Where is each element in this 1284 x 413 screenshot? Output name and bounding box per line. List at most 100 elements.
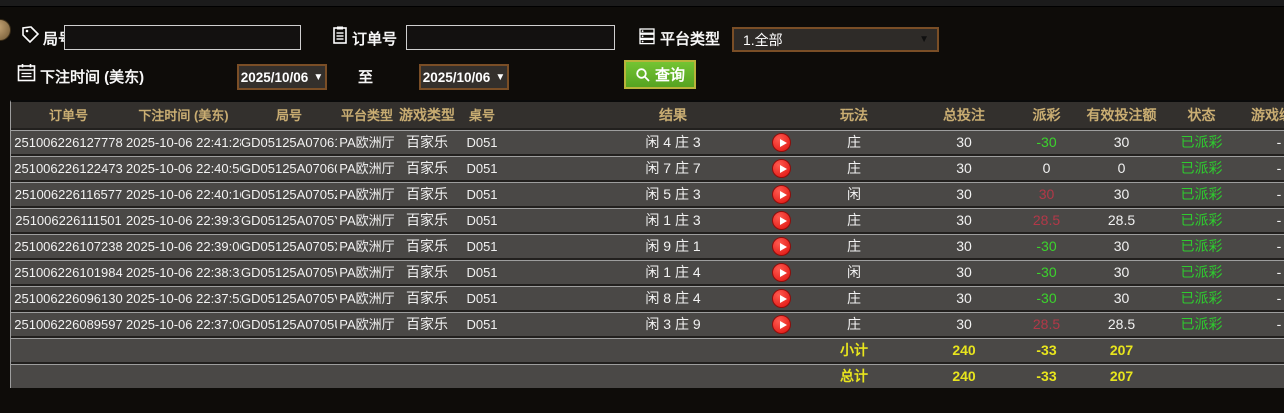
cell-payout: -30 (1036, 237, 1057, 254)
cell-tableno: D051 (466, 160, 498, 176)
cell-platform: PA欧洲厅 (339, 160, 395, 176)
cell-wanfa: 庄 (847, 133, 861, 150)
cell-valid: 30 (1113, 185, 1130, 202)
query-button[interactable]: 查询 (624, 60, 697, 89)
cell-gametype: 百家乐 (406, 237, 448, 254)
platform-type-select[interactable]: 1.全部 ▼ (732, 27, 939, 52)
cell-platform: PA欧洲厅 (339, 290, 395, 306)
cell-status: 已派彩 (1180, 159, 1223, 176)
bet-time-label: 下注时间 (美东) (40, 69, 145, 86)
cell-bet: 30 (956, 185, 972, 202)
cell-time: 2025-10-06 22:37:52 (126, 290, 241, 306)
cell-wanfa: 庄 (847, 237, 861, 254)
cell-result: 闲 9 庄 1 (645, 237, 701, 254)
cell-time: 2025-10-06 22:38:31 (126, 264, 241, 280)
header-valid-bet: 有效投注额 (1086, 106, 1157, 123)
platform-type-value: 1.全部 (743, 31, 783, 48)
total-row-valid: 207 (1109, 367, 1134, 384)
play-icon[interactable] (772, 289, 791, 309)
play-icon[interactable] (772, 315, 791, 335)
cell-order: 251006226122473 (14, 160, 123, 176)
subtotal-row: 小计 240 -33 207 (11, 336, 1284, 362)
date-from-picker[interactable]: 2025/10/06 ▼ (237, 64, 327, 90)
cell-bet: 30 (956, 315, 972, 332)
date-to-picker[interactable]: 2025/10/06 ▼ (419, 64, 509, 90)
cell-result: 闲 8 庄 4 (645, 289, 701, 306)
play-icon[interactable] (772, 159, 791, 179)
header-result: 结果 (659, 106, 687, 123)
cell-wanfa: 闲 (847, 263, 861, 280)
cell-wanfa: 闲 (847, 185, 861, 202)
cell-tableno: D051 (466, 238, 498, 254)
play-icon[interactable] (772, 237, 791, 257)
play-icon[interactable] (772, 263, 791, 283)
cell-time: 2025-10-06 22:39:06 (126, 238, 241, 254)
replay-cell (769, 182, 794, 207)
cell-valid: 30 (1113, 237, 1130, 254)
table-row: 251006226107238 2025-10-06 22:39:06 GD0512… (11, 232, 1284, 258)
table-row: 251006226089597 2025-10-06 22:37:08 GD0512… (11, 310, 1284, 336)
cell-round: GD05125A07061 (241, 134, 337, 150)
cell-gameno: - (1276, 315, 1282, 332)
cell-gameno: - (1276, 133, 1282, 150)
cell-status: 已派彩 (1180, 289, 1223, 306)
query-button-label: 查询 (655, 67, 686, 84)
play-icon[interactable] (772, 185, 791, 205)
calendar-icon (16, 62, 36, 82)
cell-status: 已派彩 (1180, 237, 1223, 254)
cell-result: 闲 4 庄 3 (645, 133, 701, 150)
header-bet-time: 下注时间 (美东) (138, 107, 229, 123)
cell-platform: PA欧洲厅 (339, 238, 395, 254)
cell-result: 闲 3 庄 9 (645, 315, 701, 332)
cell-bet: 30 (956, 263, 972, 280)
cell-gameno: - (1276, 185, 1282, 202)
play-icon[interactable] (772, 133, 791, 153)
cell-tableno: D051 (466, 134, 498, 150)
cell-status: 已派彩 (1180, 315, 1223, 332)
replay-cell (769, 130, 794, 155)
cell-status: 已派彩 (1180, 263, 1223, 280)
cell-wanfa: 庄 (847, 159, 861, 176)
header-order-no: 订单号 (48, 107, 88, 123)
total-row: 总计 240 -33 207 (11, 362, 1284, 388)
cell-payout: -30 (1036, 263, 1057, 280)
cell-order: 251006226096130 (14, 290, 123, 306)
cell-payout: 30 (1038, 185, 1055, 202)
table-body: 251006226127778 2025-10-06 22:41:28 GD0512… (11, 128, 1284, 388)
cell-valid: 28.5 (1107, 315, 1136, 332)
cell-gametype: 百家乐 (406, 315, 448, 332)
cell-order: 251006226107238 (14, 238, 123, 254)
cell-platform: PA欧洲厅 (339, 264, 395, 280)
table-row: 251006226096130 2025-10-06 22:37:52 GD0512… (11, 284, 1284, 310)
cell-payout: 0 (1042, 159, 1051, 176)
cell-bet: 30 (956, 289, 972, 306)
table-row: 251006226116577 2025-10-06 22:40:16 GD0512… (11, 180, 1284, 206)
cell-gametype: 百家乐 (406, 211, 448, 228)
cell-order: 251006226101984 (14, 264, 123, 280)
header-platform: 平台类型 (340, 107, 393, 123)
cell-gametype: 百家乐 (406, 185, 448, 202)
game-no-input[interactable] (64, 25, 301, 50)
order-no-label: 订单号 (352, 31, 398, 48)
replay-cell (769, 286, 794, 311)
cell-wanfa: 庄 (847, 211, 861, 228)
header-bet-option: 玩法 (840, 106, 868, 123)
order-no-input[interactable] (406, 25, 615, 50)
header-round-no: 局号 (275, 107, 302, 123)
cell-platform: PA欧洲厅 (339, 134, 395, 150)
cell-order: 251006226089597 (14, 316, 123, 332)
cell-result: 闲 1 庄 4 (645, 263, 701, 280)
cell-payout: 28.5 (1032, 315, 1061, 332)
tag-icon (20, 25, 40, 45)
chevron-down-icon: ▼ (313, 71, 324, 83)
cell-gameno: - (1276, 263, 1282, 280)
cell-order: 251006226127778 (14, 134, 123, 150)
cell-platform: PA欧洲厅 (339, 316, 395, 332)
header-total-bet: 总投注 (943, 106, 985, 123)
cell-gametype: 百家乐 (406, 159, 448, 176)
cell-time: 2025-10-06 22:40:16 (126, 186, 241, 202)
cell-gametype: 百家乐 (406, 263, 448, 280)
total-row-payout: -33 (1036, 367, 1057, 384)
play-icon[interactable] (772, 211, 791, 231)
table-row: 251006226101984 2025-10-06 22:38:31 GD0512… (11, 258, 1284, 284)
